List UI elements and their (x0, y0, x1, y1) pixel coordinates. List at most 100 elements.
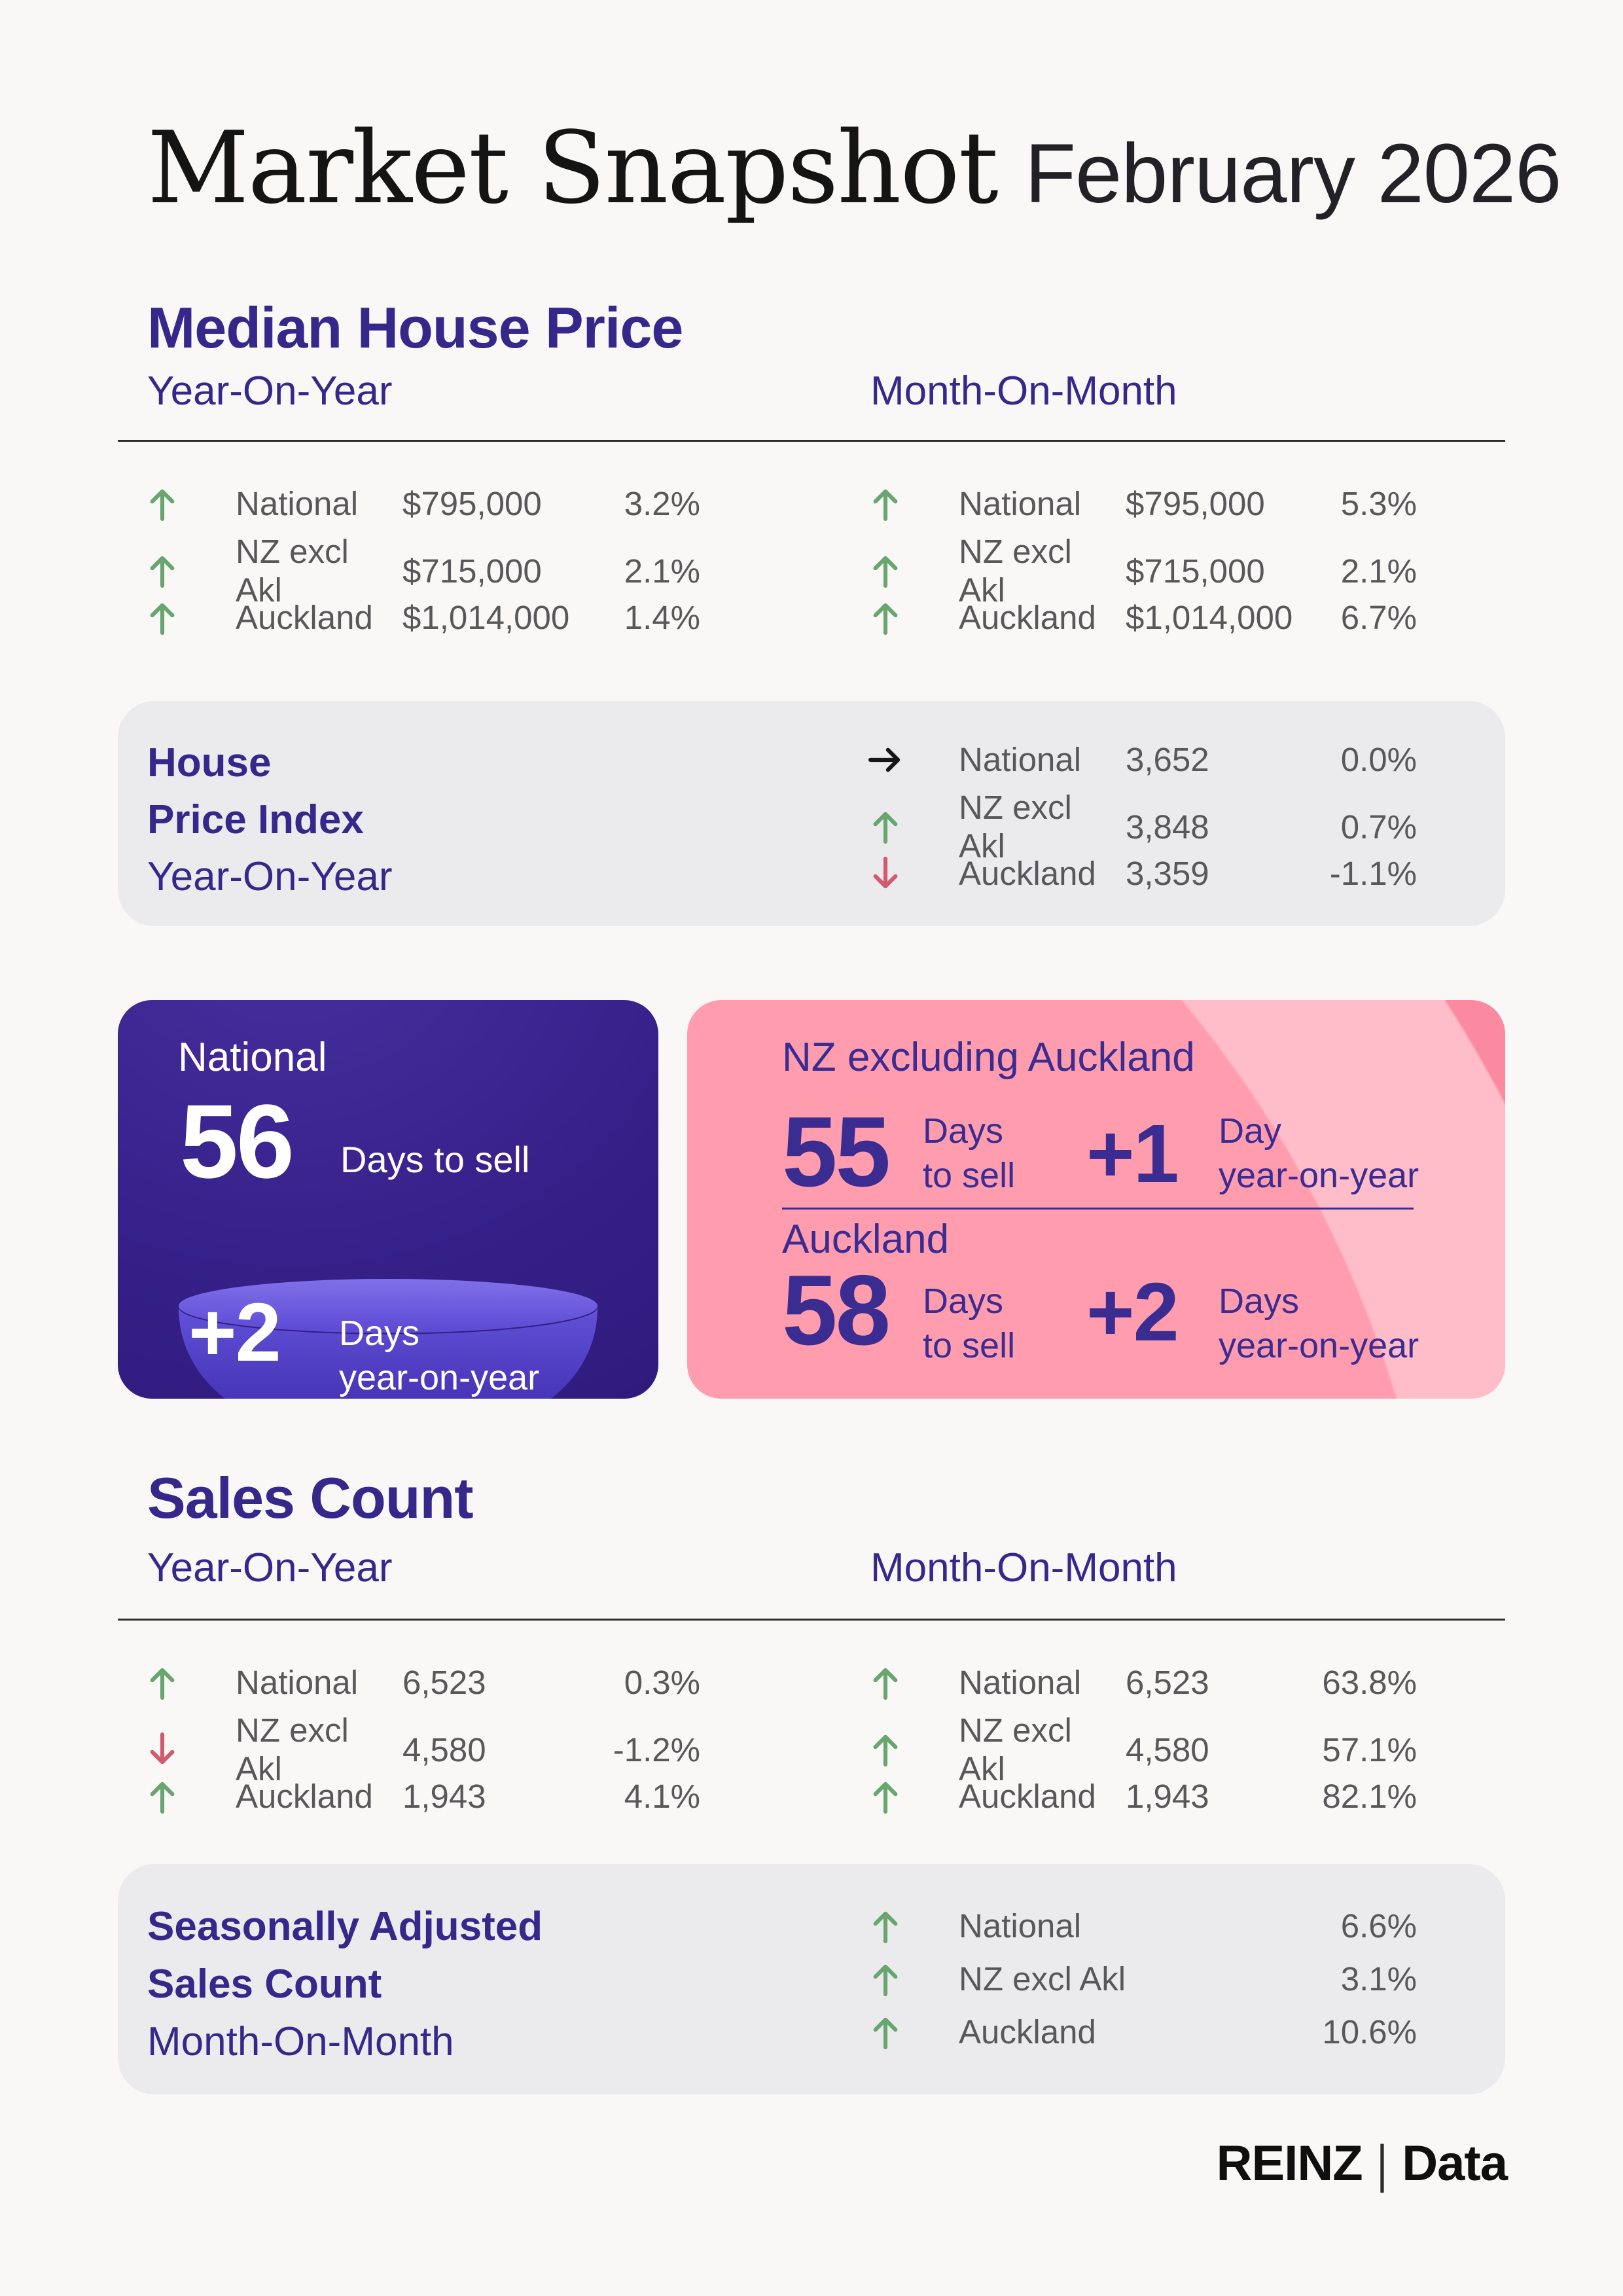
reinz-data-logo: REINZ | Data (1217, 2134, 1508, 2193)
table-row: Auckland 1,943 4.1% (147, 1768, 700, 1825)
delta-label-line: Day (1219, 1111, 1282, 1151)
sales-count-value: 6,523 (1126, 1664, 1209, 1701)
delta-label-line: year-on-year (1219, 1156, 1419, 1195)
region-label: NZ excluding Auckland (782, 1035, 1195, 1080)
house-price-index-title: House Price Index Year-On-Year (147, 734, 393, 905)
percent-change: 3.1% (1340, 1960, 1417, 1998)
page-title: Market Snapshot (147, 110, 999, 226)
percent-change: 2.1% (1340, 552, 1417, 590)
box-title-line: Seasonally Adjusted (147, 1904, 543, 1949)
index-value: 3,652 (1126, 741, 1209, 778)
trend-up-icon (147, 1663, 177, 1702)
trend-up-icon (870, 1777, 901, 1816)
region-label: Auckland (236, 599, 373, 636)
trend-up-icon (870, 1960, 901, 1999)
days-label-line: Days (923, 1282, 1004, 1321)
days-to-sell-value: 55 (782, 1096, 891, 1208)
percent-change: 0.3% (624, 1664, 700, 1701)
sales-mom-table: National 6,523 63.8% NZ excl Akl 4,580 5… (870, 1654, 1417, 1825)
delta-value: +2 (1086, 1266, 1179, 1358)
region-label: National (959, 741, 1082, 778)
median-yoy-table: National $795,000 3.2% NZ excl Akl $715,… (147, 475, 700, 646)
trend-up-icon (870, 807, 901, 846)
trend-up-icon (870, 1907, 901, 1946)
table-row: NZ excl Akl 3,848 0.7% (870, 788, 1417, 865)
percent-change: 3.2% (624, 485, 700, 522)
page-header: Market Snapshot February 2026 (147, 110, 1561, 226)
median-mom-label: Month-On-Month (870, 368, 1177, 414)
table-row: Auckland $1,014,000 1.4% (147, 589, 700, 646)
house-price-index-box: House Price Index Year-On-Year (118, 701, 1505, 926)
delta-label-line: year-on-year (1219, 1326, 1419, 1365)
region-label: National (178, 1035, 327, 1080)
table-row: NZ excl Akl 3.1% (870, 1952, 1417, 2005)
logo-separator: | (1376, 2134, 1388, 2193)
region-label: National (236, 1664, 359, 1701)
sales-count-value: 1,943 (402, 1778, 486, 1815)
region-label: NZ excl Akl (236, 1712, 349, 1787)
trend-up-icon (870, 2013, 901, 2052)
region-label: NZ excl Akl (959, 789, 1072, 865)
index-value: 3,848 (1126, 808, 1209, 846)
region-label: Auckland (959, 2013, 1096, 2051)
days-label-line: to sell (923, 1326, 1016, 1365)
sales-count-value: 4,580 (402, 1731, 486, 1768)
region-label: National (236, 485, 359, 522)
hpi-table: National 3,652 0.0% NZ excl Akl 3,848 0.… (868, 731, 1417, 902)
percent-change: 6.6% (1340, 1907, 1417, 1945)
box-title-line: Month-On-Month (147, 2019, 454, 2064)
trend-flat-icon (868, 740, 901, 780)
days-to-sell-value: 56 (180, 1083, 294, 1200)
percent-change: 57.1% (1322, 1731, 1417, 1768)
trend-up-icon (870, 598, 901, 637)
sales-mom-label: Month-On-Month (870, 1545, 1177, 1590)
box-title-line: Sales Count (147, 1962, 382, 2007)
median-price-value: $795,000 (1126, 485, 1265, 522)
median-price-value: $715,000 (402, 552, 542, 590)
percent-change: 0.7% (1340, 808, 1417, 846)
median-divider (118, 440, 1505, 442)
percent-change: 4.1% (624, 1778, 700, 1815)
table-row: National $795,000 5.3% (870, 475, 1417, 532)
days-to-sell-label: Days to sell (923, 1109, 1015, 1198)
percent-change: 2.1% (624, 552, 700, 590)
percent-change: 63.8% (1322, 1664, 1417, 1701)
sales-count-heading: Sales Count (147, 1465, 474, 1530)
median-price-value: $1,014,000 (402, 599, 570, 636)
delta-label-line: Days (1219, 1282, 1300, 1321)
trend-up-icon (147, 598, 177, 637)
region-label: National (959, 1907, 1082, 1945)
sales-yoy-label: Year-On-Year (147, 1545, 393, 1590)
days-label-line: to sell (923, 1156, 1016, 1195)
trend-up-icon (870, 484, 901, 524)
delta-label: Days year-on-year (339, 1311, 539, 1399)
trend-down-icon (870, 854, 901, 893)
table-row: National 6.6% (870, 1899, 1417, 1952)
delta-label-line: year-on-year (339, 1358, 540, 1397)
table-row: National 3,652 0.0% (868, 731, 1417, 788)
card-divider (782, 1208, 1414, 1210)
percent-change: 82.1% (1322, 1778, 1417, 1815)
region-label: NZ excl Akl (959, 1712, 1072, 1787)
percent-change: 6.7% (1340, 599, 1417, 636)
seasonally-adjusted-box: Seasonally Adjusted Sales Count Month-On… (118, 1864, 1505, 2094)
percent-change: 0.0% (1340, 741, 1417, 778)
trend-up-icon (870, 551, 901, 590)
table-row: NZ excl Akl 4,580 57.1% (870, 1711, 1417, 1787)
product-name: Data (1402, 2136, 1508, 2191)
table-row: National 6,523 0.3% (147, 1654, 700, 1711)
days-to-sell-label: Days to sell (923, 1279, 1015, 1368)
table-row: National 6,523 63.8% (870, 1654, 1417, 1711)
trend-up-icon (147, 551, 177, 590)
box-title-line: Year-On-Year (147, 854, 393, 899)
seasonally-adjusted-title: Seasonally Adjusted Sales Count Month-On… (147, 1898, 543, 2071)
box-title-line: Price Index (147, 797, 364, 842)
delta-value: +2 (188, 1286, 281, 1378)
region-label: Auckland (782, 1217, 950, 1262)
table-row: Auckland 3,359 -1.1% (870, 845, 1417, 902)
trend-up-icon (870, 1730, 901, 1769)
sales-count-value: 4,580 (1126, 1731, 1209, 1768)
table-row: Auckland $1,014,000 6.7% (870, 589, 1417, 646)
region-label: National (959, 1664, 1082, 1701)
median-yoy-label: Year-On-Year (147, 368, 393, 414)
